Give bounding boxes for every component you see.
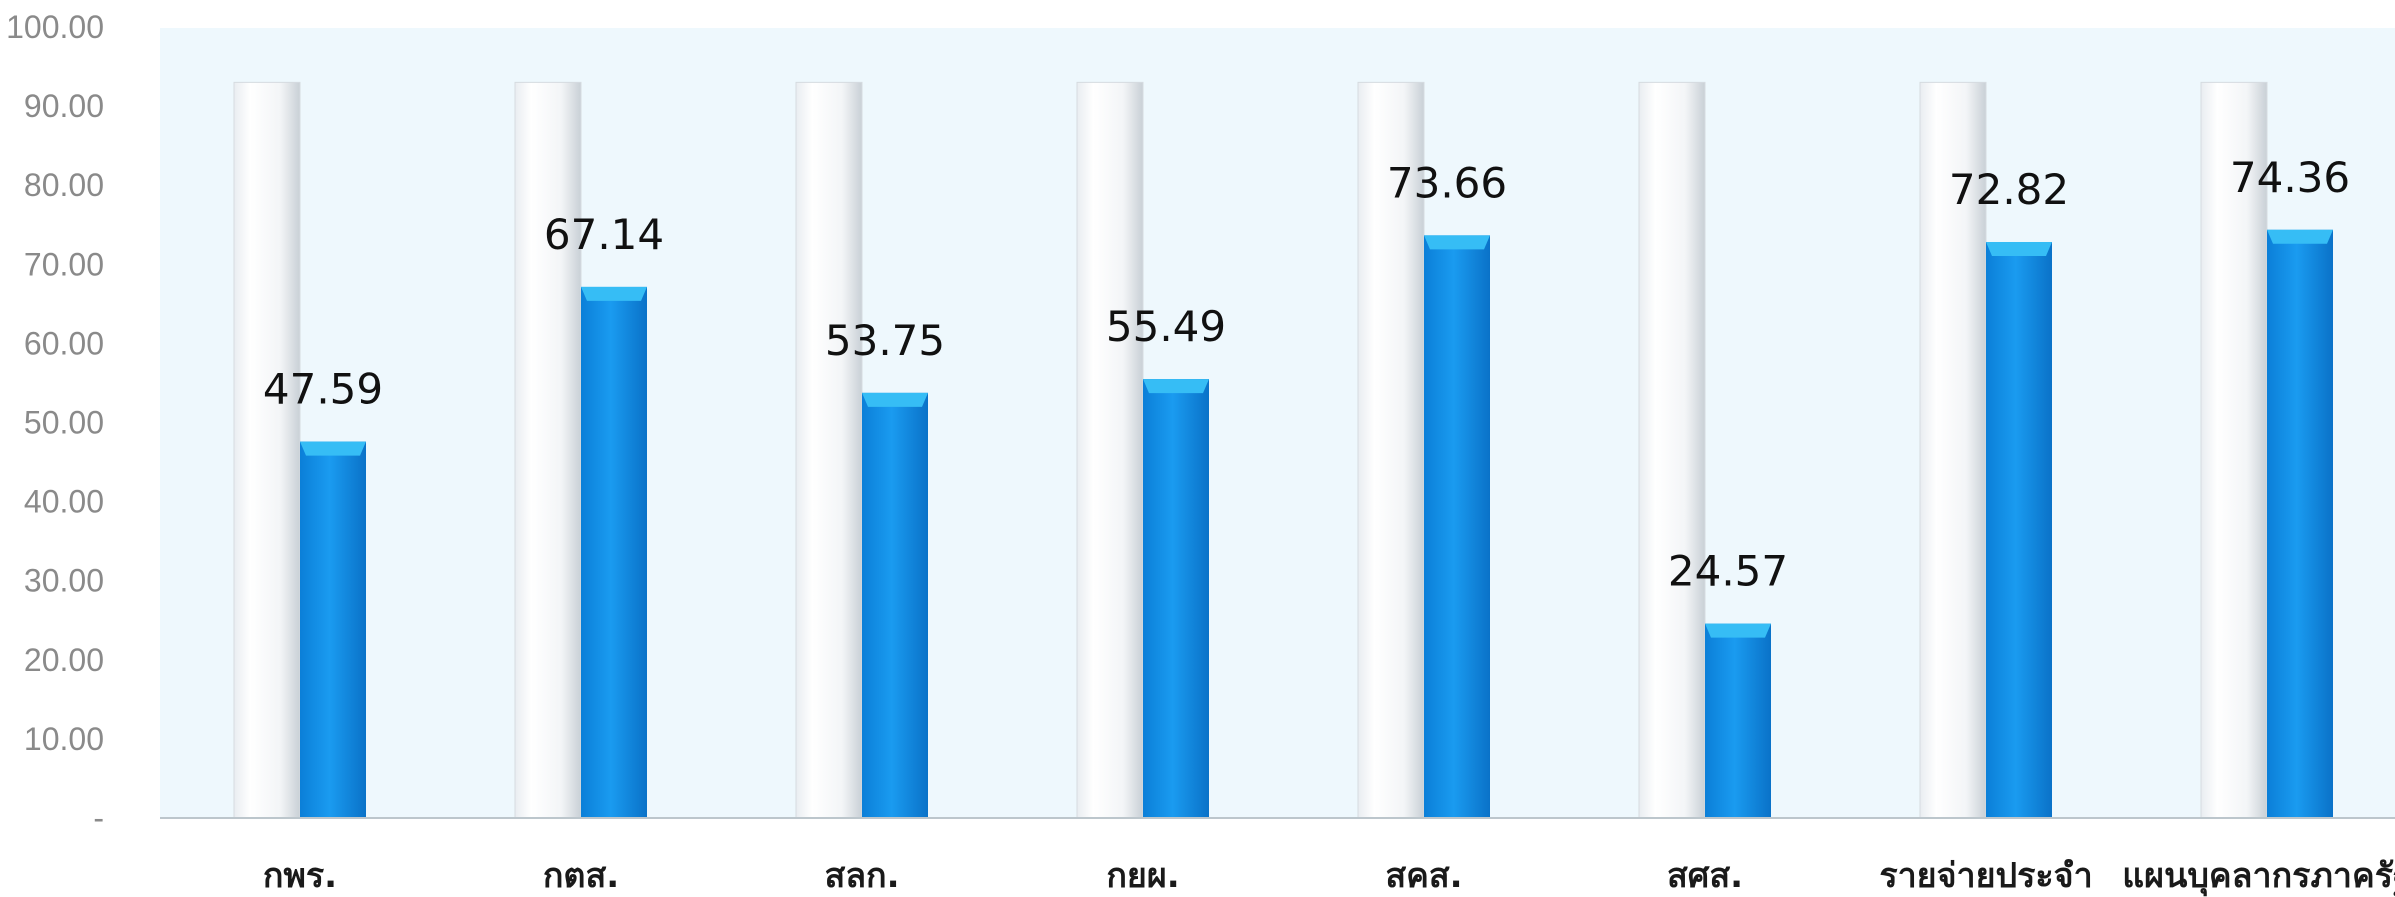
data-label: 55.49	[1106, 302, 1226, 351]
bar-top-bevel	[1143, 379, 1209, 394]
bar	[300, 441, 366, 818]
y-tick-label: 60.00	[24, 325, 104, 361]
data-label: 74.36	[2230, 153, 2350, 202]
y-tick-label: 10.00	[24, 721, 104, 757]
bar-top-bevel	[1986, 241, 2052, 256]
bar-top-bevel	[862, 392, 928, 407]
x-tick-label: กตส.	[543, 856, 619, 896]
bar-top-bevel	[1424, 235, 1490, 250]
bar-top-bevel	[2267, 229, 2333, 244]
target-track	[1919, 81, 1987, 819]
data-label: 47.59	[263, 365, 383, 414]
plot-area	[160, 28, 2395, 818]
bar	[2267, 229, 2333, 819]
x-tick-label: แผนบุคลากรภาครัฐ	[2122, 856, 2395, 897]
x-tick-label: รายจ่ายประจำ	[1879, 856, 2092, 896]
bar	[862, 392, 928, 818]
target-track	[2200, 81, 2268, 819]
bar-top-bevel	[300, 441, 366, 456]
bar	[1986, 241, 2052, 819]
bar	[1424, 235, 1490, 819]
x-tick-label: สศส.	[1667, 856, 1743, 896]
data-label: 24.57	[1668, 547, 1788, 596]
target-track	[1076, 81, 1144, 819]
data-label: 72.82	[1949, 165, 2069, 214]
y-tick-label: 70.00	[24, 246, 104, 282]
bar	[1143, 379, 1209, 818]
y-tick-label: -	[93, 800, 104, 836]
y-tick-label: 40.00	[24, 484, 104, 520]
data-label: 53.75	[825, 316, 945, 365]
y-tick-label: 80.00	[24, 167, 104, 203]
target-track	[1357, 81, 1425, 819]
bar-top-bevel	[581, 286, 647, 301]
y-tick-label: 20.00	[24, 642, 104, 678]
target-track	[514, 81, 582, 819]
target-track	[233, 81, 301, 819]
data-label: 67.14	[544, 210, 664, 259]
x-tick-label: กพร.	[263, 856, 337, 896]
x-tick-label: กยผ.	[1106, 856, 1179, 896]
bar	[1705, 623, 1771, 818]
y-tick-label: 100.00	[6, 9, 104, 45]
x-tick-label: สลก.	[824, 856, 899, 896]
bar	[581, 286, 647, 818]
y-tick-label: 90.00	[24, 88, 104, 124]
bar-top-bevel	[1705, 623, 1771, 638]
y-tick-label: 30.00	[24, 563, 104, 599]
target-track	[1638, 81, 1706, 819]
data-label: 73.66	[1387, 158, 1507, 207]
target-track	[795, 81, 863, 819]
y-tick-label: 50.00	[24, 405, 104, 441]
x-tick-label: สคส.	[1385, 856, 1462, 896]
